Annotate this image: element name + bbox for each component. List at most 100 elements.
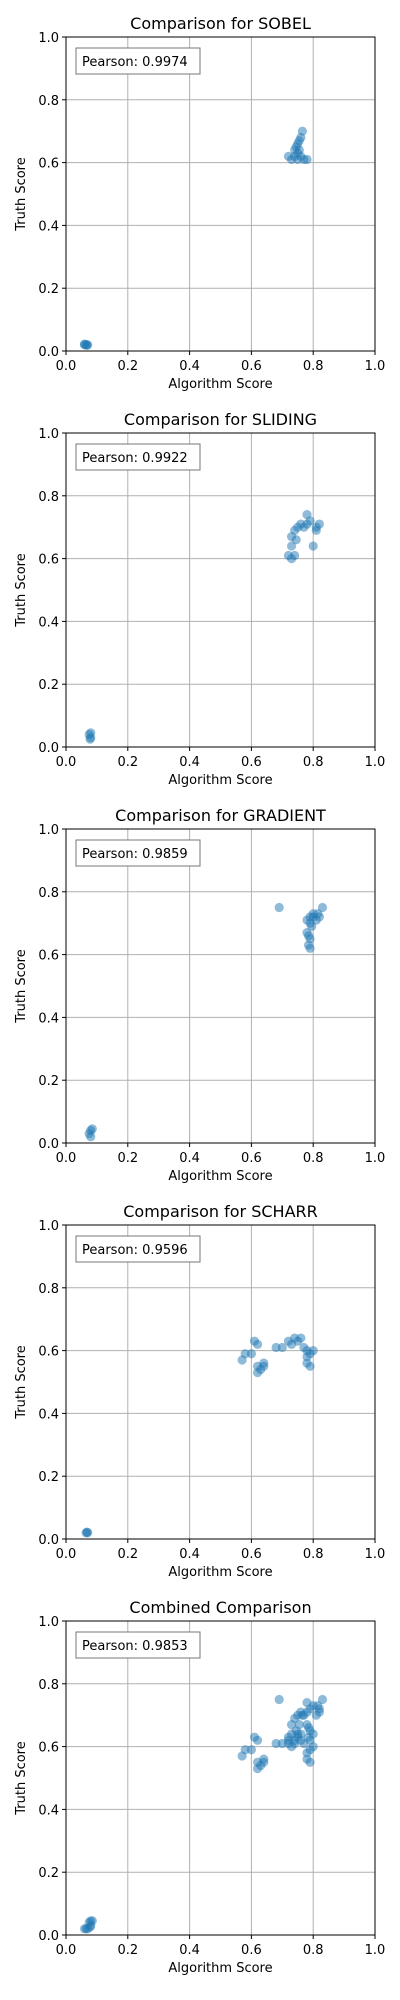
- y-tick-label: 0.8: [38, 1282, 59, 1297]
- x-axis-label: Algorithm Score: [168, 377, 272, 392]
- data-point: [82, 1527, 92, 1537]
- data-point: [86, 1132, 96, 1142]
- x-tick-label: 1.0: [365, 359, 386, 374]
- data-point: [274, 1694, 284, 1705]
- x-tick-label: 0.0: [56, 1151, 77, 1166]
- pearson-annotation-box: [75, 839, 201, 867]
- x-tick-label: 0.4: [179, 1943, 200, 1958]
- x-tick-label: 1.0: [365, 1943, 386, 1958]
- data-point: [286, 541, 297, 551]
- data-point: [308, 541, 318, 551]
- data-point: [246, 1745, 256, 1755]
- x-tick-label: 0.4: [179, 1151, 200, 1166]
- data-point: [313, 909, 323, 919]
- chart-panel-1: Comparison for SOBEL 0.0 0.2 0.4 0.6 0.8 1.0 0.…: [14, 14, 385, 392]
- pearson-annotation-box: [75, 1235, 201, 1263]
- data-point: [297, 126, 307, 136]
- y-tick-label: 1.0: [38, 823, 59, 838]
- plot-frame: [65, 36, 376, 352]
- x-tick-label: 0.0: [56, 1547, 77, 1562]
- chart-title: Combined Comparison: [129, 1598, 311, 1617]
- data-point: [305, 943, 315, 953]
- x-tick-label: 0.4: [179, 755, 200, 770]
- pearson-annotation: Pearson: 0.9596: [82, 1243, 188, 1258]
- y-tick-label: 0.6: [38, 949, 59, 964]
- y-axis-label: Truth Score: [14, 1345, 29, 1420]
- data-point: [302, 154, 312, 165]
- data-point: [308, 1742, 318, 1752]
- data-point: [305, 1757, 315, 1767]
- y-tick-label: 0.6: [38, 1741, 59, 1756]
- data-point: [293, 154, 303, 165]
- plot-frame: [65, 1224, 376, 1540]
- data-point: [283, 1732, 294, 1742]
- y-tick-label: 0.2: [38, 1074, 59, 1089]
- y-tick-label: 0.4: [38, 615, 59, 630]
- y-tick-label: 0.0: [38, 1533, 59, 1548]
- x-tick-label: 0.4: [179, 1547, 200, 1562]
- x-tick-label: 0.2: [117, 359, 138, 374]
- y-tick-label: 1.0: [38, 1615, 59, 1630]
- y-tick-label: 0.0: [38, 345, 59, 360]
- y-axis-label: Truth Score: [14, 157, 29, 232]
- y-axis-label: Truth Score: [14, 1741, 29, 1816]
- pearson-annotation: Pearson: 0.9922: [82, 451, 188, 466]
- chart-panel-4: Comparison for SCHARR 0.0 0.2 0.4 0.6 0.8 1.0 0…: [14, 1202, 385, 1580]
- x-tick-label: 0.0: [56, 755, 77, 770]
- data-point: [259, 1358, 269, 1368]
- x-tick-label: 1.0: [365, 1547, 386, 1562]
- x-tick-label: 0.2: [117, 1547, 138, 1562]
- data-point: [249, 1732, 260, 1742]
- y-tick-label: 0.0: [38, 1137, 59, 1152]
- y-tick-label: 0.8: [38, 1678, 59, 1693]
- x-axis-label: Algorithm Score: [168, 1961, 272, 1976]
- data-point: [274, 902, 284, 913]
- data-point: [290, 550, 300, 561]
- x-tick-label: 0.0: [56, 1943, 77, 1958]
- data-point: [305, 1361, 315, 1371]
- data-point: [246, 1349, 256, 1359]
- y-axis-label: Truth Score: [14, 949, 29, 1024]
- x-tick-label: 0.4: [179, 359, 200, 374]
- data-point: [86, 1920, 96, 1931]
- x-tick-label: 0.2: [117, 1943, 138, 1958]
- data-point: [259, 1754, 269, 1764]
- y-tick-label: 0.6: [38, 553, 59, 568]
- y-axis-label: Truth Score: [14, 553, 29, 628]
- pearson-annotation-box: [75, 443, 201, 471]
- pearson-annotation-box: [75, 1631, 201, 1659]
- data-point: [313, 1701, 323, 1711]
- y-tick-label: 0.6: [38, 1345, 59, 1360]
- chart-panel-5: Combined Comparison 0.0 0.2 0.4 0.6 0.8 1.0 0.0…: [14, 1598, 385, 1976]
- chart-title: Comparison for SOBEL: [130, 14, 311, 33]
- x-tick-label: 0.8: [303, 1943, 324, 1958]
- pearson-annotation: Pearson: 0.9853: [82, 1639, 188, 1654]
- y-tick-label: 0.6: [38, 157, 59, 172]
- data-point: [305, 516, 315, 526]
- y-tick-label: 0.8: [38, 490, 59, 505]
- data-point: [294, 1720, 304, 1730]
- y-tick-label: 0.8: [38, 94, 59, 109]
- y-tick-label: 1.0: [38, 427, 59, 442]
- x-axis-label: Algorithm Score: [168, 1169, 272, 1184]
- x-axis-label: Algorithm Score: [168, 1565, 272, 1580]
- pearson-annotation-box: [75, 47, 201, 75]
- plot-frame: [65, 432, 376, 748]
- data-point: [294, 145, 304, 155]
- chart-panel-2: Comparison for SLIDING 0.0 0.2 0.4 0.6 0.8 1.0…: [14, 410, 385, 788]
- data-point: [311, 525, 321, 535]
- y-tick-label: 0.0: [38, 1929, 59, 1944]
- x-tick-label: 0.6: [241, 359, 262, 374]
- chart-title: Comparison for GRADIENT: [115, 806, 326, 825]
- x-tick-label: 0.6: [241, 1547, 262, 1562]
- y-tick-label: 0.0: [38, 741, 59, 756]
- x-tick-label: 0.2: [117, 1151, 138, 1166]
- plot-frame: [65, 828, 376, 1144]
- y-tick-label: 0.2: [38, 282, 59, 297]
- x-tick-label: 0.8: [303, 755, 324, 770]
- chart-title: Comparison for SLIDING: [124, 410, 317, 429]
- x-tick-label: 0.6: [241, 755, 262, 770]
- y-tick-label: 0.4: [38, 1803, 59, 1818]
- data-point: [277, 1342, 287, 1353]
